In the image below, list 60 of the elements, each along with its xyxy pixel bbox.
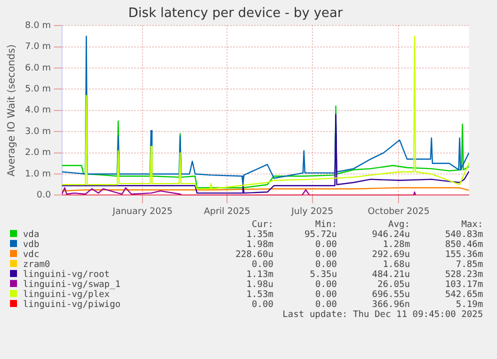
text: 5.35u bbox=[308, 270, 338, 280]
text: 484.21u bbox=[371, 270, 411, 280]
text: Min: bbox=[314, 220, 338, 230]
text: 228.60u bbox=[234, 250, 274, 260]
text: 5.19m bbox=[454, 300, 484, 310]
text: 0.00 bbox=[314, 260, 338, 270]
text: 155.36m bbox=[444, 250, 484, 260]
y-tick-label: 8.0 m bbox=[24, 20, 51, 31]
text: 292.69u bbox=[371, 250, 411, 260]
legend-label: linguini-vg/root bbox=[22, 270, 111, 280]
text: 1.53m bbox=[245, 290, 274, 300]
text: 0.00 bbox=[314, 280, 338, 290]
y-tick-label: 3.0 m bbox=[24, 126, 51, 137]
x-tick-label: October 2025 bbox=[368, 206, 430, 217]
text: 850.46m bbox=[444, 240, 484, 250]
x-tick-label: January 2025 bbox=[112, 206, 173, 217]
text: 946.24u bbox=[371, 230, 411, 240]
text: 26.05u bbox=[376, 280, 411, 290]
text: Cur: bbox=[250, 220, 274, 230]
text: Avg: bbox=[387, 220, 411, 230]
chart-title: Disk latency per device - by year bbox=[128, 6, 344, 22]
text: 1.28m bbox=[382, 240, 411, 250]
text: 1.68u bbox=[382, 260, 411, 270]
text: 366.96n bbox=[371, 300, 411, 310]
y-tick-label: 5.0 m bbox=[24, 84, 51, 95]
text: Last update: Thu Dec 11 09:45:00 2025 bbox=[282, 310, 484, 320]
text: 0.00 bbox=[250, 260, 274, 270]
text: 696.55u bbox=[371, 290, 411, 300]
legend-label: linguini-vg/plex bbox=[22, 290, 111, 300]
text: 7.85m bbox=[454, 260, 484, 270]
legend-label: vdb bbox=[22, 240, 40, 250]
text: 103.17m bbox=[444, 280, 484, 290]
y-tick-label: 4.0 m bbox=[24, 106, 51, 116]
text: 542.65m bbox=[444, 290, 484, 300]
text: 540.83m bbox=[444, 230, 484, 240]
x-tick-label: April 2025 bbox=[204, 206, 250, 217]
text: 0.00 bbox=[314, 300, 338, 310]
text: 1.13m bbox=[245, 270, 274, 280]
legend-label: vdc bbox=[22, 250, 40, 260]
text: 1.98m bbox=[245, 240, 274, 250]
y-tick-label: 1.0 m bbox=[24, 169, 51, 180]
text: 528.23m bbox=[444, 270, 484, 280]
legend-label: vda bbox=[22, 230, 40, 240]
y-axis-title: Average IO Wait (seconds) bbox=[6, 44, 18, 176]
text: 95.72u bbox=[303, 230, 338, 240]
text: 0.00 bbox=[314, 250, 338, 260]
y-tick-label: 0.0 bbox=[36, 190, 52, 201]
text: Max: bbox=[460, 220, 484, 230]
y-tick-label: 7.0 m bbox=[24, 42, 51, 52]
text: 0.00 bbox=[314, 240, 338, 250]
text: 0.00 bbox=[250, 300, 274, 310]
legend-label: linguini-vg/swap_1 bbox=[22, 280, 122, 290]
text: 0.00 bbox=[314, 290, 338, 300]
text: 1.35m bbox=[245, 230, 274, 240]
y-tick-label: 2.0 m bbox=[24, 148, 51, 158]
text: 1.98u bbox=[245, 280, 274, 290]
x-tick-label: July 2025 bbox=[290, 206, 334, 217]
legend-label: linguini-vg/piwigo bbox=[22, 300, 122, 310]
legend-label: zram0 bbox=[22, 260, 52, 270]
y-tick-label: 6.0 m bbox=[24, 63, 51, 74]
